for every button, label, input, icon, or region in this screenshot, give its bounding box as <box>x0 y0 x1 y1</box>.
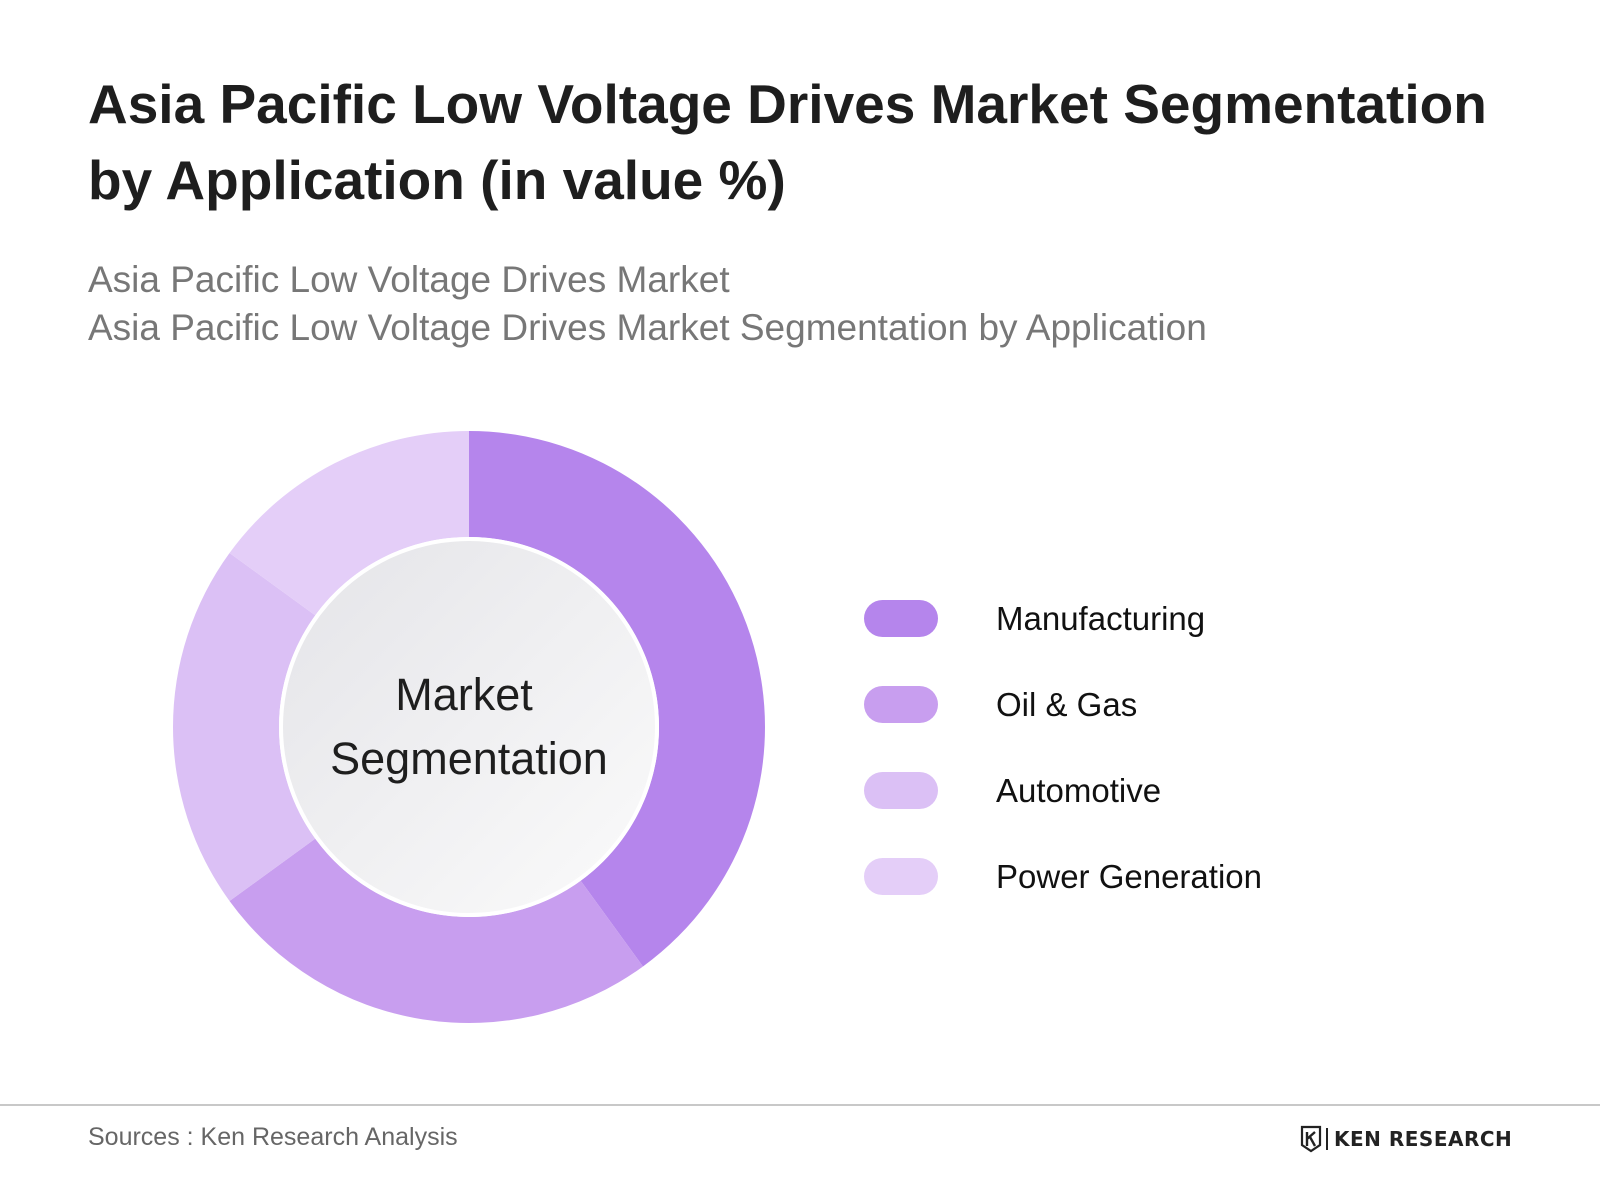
brand-text: KEN RESEARCH <box>1334 1127 1513 1151</box>
donut-slice-automotive <box>173 553 316 901</box>
chart-title: Asia Pacific Low Voltage Drives Market S… <box>88 73 1487 211</box>
legend-label: Oil & Gas <box>996 686 1138 723</box>
legend-label: Manufacturing <box>996 600 1206 637</box>
subtitle-line-1: Asia Pacific Low Voltage Drives Market <box>88 259 730 300</box>
legend-swatch <box>864 772 938 809</box>
ken-research-logo-icon <box>1300 1125 1322 1153</box>
brand-separator <box>1326 1128 1328 1150</box>
donut-center <box>279 537 659 917</box>
donut-slice-manufacturing <box>469 431 766 967</box>
center-label-line-2: Segmentation <box>330 733 608 784</box>
legend-label: Power Generation <box>996 858 1262 895</box>
subtitle-line-2: Asia Pacific Low Voltage Drives Market S… <box>88 307 1207 348</box>
donut-slice-oil-gas <box>229 838 643 1023</box>
center-label-line-1: Market <box>395 669 533 720</box>
legend-label: Automotive <box>996 772 1162 809</box>
legend-swatch <box>864 600 938 637</box>
source-note: Sources : Ken Research Analysis <box>88 1123 458 1151</box>
chart-subtitle: Asia Pacific Low Voltage Drives Market A… <box>88 256 1528 352</box>
donut-slices <box>173 431 766 1023</box>
footer-divider <box>0 1104 1600 1106</box>
donut-slice-power-generation <box>229 431 469 616</box>
legend-swatch <box>864 686 938 723</box>
legend-swatch <box>864 858 938 895</box>
brand-logo: KEN RESEARCH <box>1300 1124 1512 1154</box>
